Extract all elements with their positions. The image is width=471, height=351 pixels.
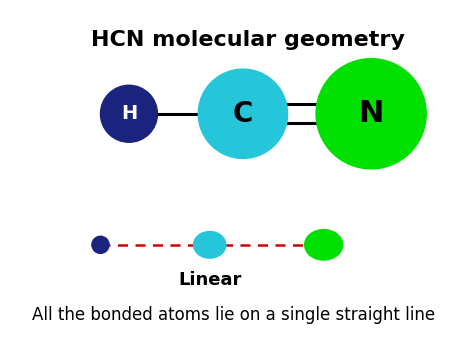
Text: All the bonded atoms lie on a single straight line: All the bonded atoms lie on a single str… [32, 306, 435, 324]
Text: Linear: Linear [178, 271, 241, 289]
Circle shape [198, 69, 288, 158]
Ellipse shape [305, 230, 342, 260]
Text: H: H [121, 104, 137, 123]
Circle shape [316, 59, 426, 169]
Ellipse shape [194, 232, 226, 258]
Text: HCN molecular geometry: HCN molecular geometry [91, 30, 405, 50]
Ellipse shape [92, 236, 109, 253]
Circle shape [100, 85, 157, 142]
Text: C: C [233, 100, 253, 128]
Text: N: N [358, 99, 384, 128]
